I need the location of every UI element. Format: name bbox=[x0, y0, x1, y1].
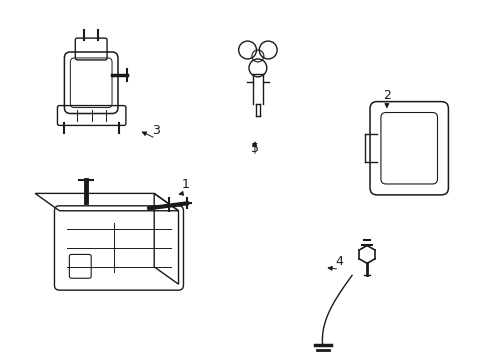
Text: 5: 5 bbox=[250, 142, 258, 155]
Text: 4: 4 bbox=[335, 255, 343, 268]
Text: 1: 1 bbox=[181, 179, 189, 192]
Text: 2: 2 bbox=[382, 89, 390, 102]
Text: 3: 3 bbox=[151, 124, 159, 137]
